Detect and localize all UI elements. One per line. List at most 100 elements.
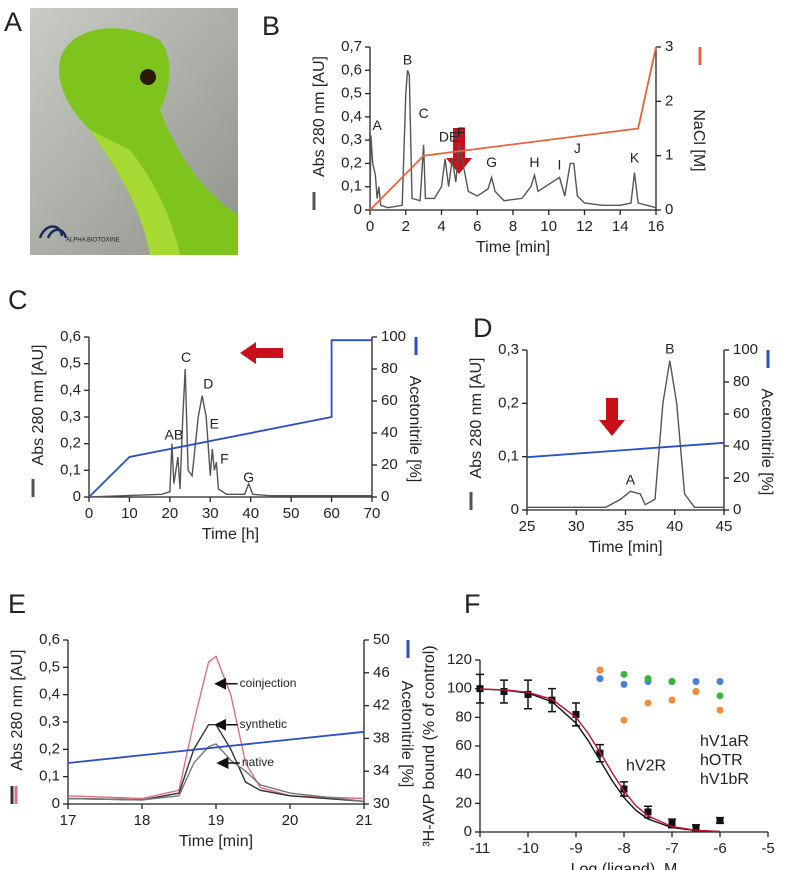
annotation: C bbox=[419, 105, 429, 121]
y-tick-label: 0 bbox=[464, 823, 472, 840]
annotation: F bbox=[457, 124, 466, 140]
y2-tick-label: 60 bbox=[733, 405, 750, 422]
annotation: DE bbox=[439, 129, 458, 145]
y-tick-label: 0,3 bbox=[39, 713, 60, 730]
panel-letter: D bbox=[473, 313, 493, 343]
x-tick-label: -5 bbox=[761, 840, 774, 857]
panel-letter: C bbox=[8, 285, 28, 315]
annotation: G bbox=[486, 154, 497, 170]
y-tick-label: 0,2 bbox=[60, 435, 81, 452]
y2-tick-label: 80 bbox=[381, 360, 398, 377]
point bbox=[644, 675, 652, 683]
point bbox=[572, 710, 580, 718]
y-tick-label: 0,2 bbox=[341, 154, 362, 171]
y2-tick-label: 42 bbox=[373, 697, 390, 714]
y2-axis-label: Acetonitrile [%] bbox=[406, 376, 423, 483]
x-tick-label: -6 bbox=[713, 840, 726, 857]
y-axis-label: Abs 280 nm [AU] bbox=[468, 358, 485, 479]
annotation: AB bbox=[165, 426, 184, 442]
axis-line bbox=[369, 47, 657, 211]
annotation: native bbox=[242, 755, 274, 769]
y-tick-label: 0,4 bbox=[60, 381, 81, 398]
panel-letter: E bbox=[8, 589, 26, 619]
logo-text: ALPHA BIOTOXINE bbox=[66, 238, 120, 244]
y-axis-label: ³H-AVP bound (% of control) bbox=[421, 645, 438, 846]
point bbox=[644, 808, 652, 816]
y2-tick-label: 0 bbox=[665, 201, 673, 218]
y2-tick-label: 80 bbox=[733, 373, 750, 390]
y2-tick-label: 38 bbox=[373, 729, 390, 746]
x-tick-label: 50 bbox=[283, 505, 300, 522]
series-line bbox=[369, 70, 657, 211]
x-tick-label: 30 bbox=[568, 518, 585, 535]
x-tick-label: -11 bbox=[470, 840, 491, 857]
x-axis-label: Log (ligand), M bbox=[571, 861, 678, 870]
x-tick-label: -10 bbox=[517, 840, 539, 857]
annotation: H bbox=[529, 154, 539, 170]
point bbox=[596, 666, 604, 674]
y2-tick-label: 46 bbox=[373, 664, 390, 681]
point bbox=[716, 706, 724, 714]
x-tick-label: 20 bbox=[162, 505, 179, 522]
x-axis-label: Time [min] bbox=[179, 833, 253, 850]
photo: ALPHA BIOTOXINE A bbox=[4, 7, 239, 256]
y2-tick-label: 34 bbox=[373, 762, 390, 779]
annotation: C bbox=[181, 349, 191, 365]
y-tick-label: 0,6 bbox=[341, 61, 362, 78]
x-tick-label: 17 bbox=[60, 812, 77, 829]
annotation: G bbox=[243, 469, 254, 485]
annotation: B bbox=[665, 341, 674, 357]
y-tick-label: 0 bbox=[511, 501, 519, 518]
y-axis-label: Abs 280 nm [AU] bbox=[30, 345, 47, 466]
y2-tick-label: 40 bbox=[733, 437, 750, 454]
y2-axis-label: Acetonitrile [%] bbox=[758, 389, 775, 496]
annotation: I bbox=[558, 156, 562, 172]
annotation: synthetic bbox=[240, 717, 287, 731]
series-line bbox=[88, 368, 372, 498]
annotation: coinjection bbox=[240, 676, 297, 690]
annotation: E bbox=[210, 416, 219, 432]
annotation: K bbox=[630, 149, 640, 165]
point bbox=[644, 699, 652, 707]
point bbox=[620, 785, 628, 793]
y-tick-label: 0,5 bbox=[341, 85, 362, 102]
point bbox=[692, 688, 700, 696]
x-tick-label: 10 bbox=[121, 505, 138, 522]
y2-axis-label: Acetonitrile [%] bbox=[398, 681, 415, 788]
legend-label: hV1bR bbox=[700, 771, 749, 788]
series-line bbox=[67, 743, 365, 802]
point bbox=[692, 824, 700, 832]
point bbox=[620, 670, 628, 678]
x-tick-label: 19 bbox=[208, 812, 225, 829]
point bbox=[716, 678, 724, 685]
point bbox=[500, 688, 508, 696]
y-tick-label: 0,6 bbox=[60, 328, 81, 345]
x-tick-label: 4 bbox=[437, 218, 445, 235]
series-line bbox=[479, 688, 721, 833]
y2-tick-label: 40 bbox=[381, 424, 398, 441]
x-tick-label: 25 bbox=[519, 518, 536, 535]
series-line bbox=[67, 730, 365, 764]
y-tick-label: 0,2 bbox=[39, 740, 60, 757]
y2-tick-label: 0 bbox=[381, 488, 389, 505]
annotation: A bbox=[626, 471, 636, 487]
y-tick-label: 0,4 bbox=[341, 108, 362, 125]
y-tick-label: 0,3 bbox=[60, 408, 81, 425]
y2-tick-label: 30 bbox=[373, 795, 390, 812]
y-tick-label: 0,1 bbox=[498, 448, 519, 465]
x-tick-label: 70 bbox=[364, 505, 381, 522]
x-tick-label: 30 bbox=[202, 505, 219, 522]
y2-tick-label: 1 bbox=[665, 147, 673, 164]
y2-tick-label: 50 bbox=[373, 631, 390, 648]
annotation: A bbox=[372, 117, 382, 133]
logo-mark bbox=[38, 225, 68, 239]
point bbox=[716, 817, 724, 825]
y-tick-label: 0 bbox=[52, 795, 60, 812]
y2-tick-label: 0 bbox=[733, 501, 741, 518]
y2-tick-label: 2 bbox=[665, 92, 673, 109]
snake bbox=[59, 28, 239, 256]
point bbox=[668, 696, 676, 704]
y-tick-label: 0 bbox=[354, 201, 362, 218]
x-axis-label: Time [h] bbox=[202, 526, 259, 543]
